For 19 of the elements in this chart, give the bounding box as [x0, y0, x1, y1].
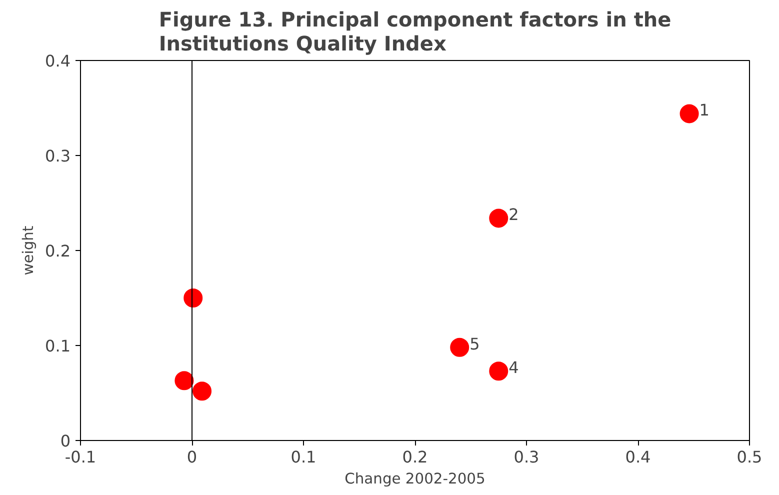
y-tick-label: 0.4: [45, 52, 71, 70]
x-tick-label: -0.1: [64, 448, 96, 466]
annotation: 1: [699, 100, 710, 120]
y-tick-label: 0.1: [45, 336, 71, 356]
x-tick-label: 0.1: [290, 448, 316, 466]
y-tick-label: 0: [60, 432, 71, 450]
y-axis-title: weight: [20, 226, 38, 276]
x-tick-label: 0: [186, 448, 198, 466]
x-tick-label: 0.2: [402, 448, 428, 466]
annotation: 2: [508, 205, 519, 224]
x-axis-title: Change 2002-2005: [344, 470, 486, 488]
chart-title: Figure 13. Principal component factors in the Institutions Quality Index: [158, 8, 672, 56]
annotation: 4: [508, 358, 519, 378]
x-tick-label: 0.4: [625, 448, 651, 466]
annotation: 5: [470, 334, 480, 354]
y-tick-label: 0.2: [45, 242, 71, 260]
x-tick-label: 0.5: [736, 448, 762, 466]
y-tick-label: 0.3: [45, 146, 71, 166]
x-tick-label: 0.3: [514, 448, 540, 466]
